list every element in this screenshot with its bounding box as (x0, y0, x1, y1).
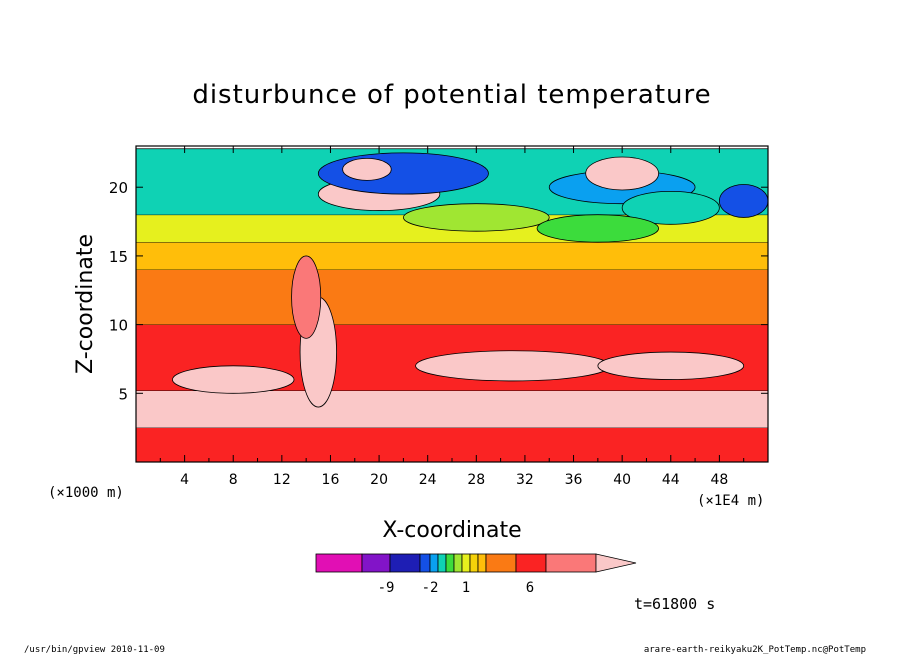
x-tick-label: 44 (662, 472, 680, 488)
field-feature-11 (718, 184, 768, 218)
field-feature-13 (342, 157, 392, 181)
x-tick-label: 48 (710, 472, 728, 488)
y-tick-label: 10 (109, 317, 128, 335)
field-feature-3 (597, 351, 745, 380)
plot-area (136, 148, 768, 462)
colorbar-extend-arrow (595, 553, 637, 573)
x-tick-label: 8 (229, 472, 238, 488)
x-tick-label: 4 (180, 472, 189, 488)
x-tick-label: 36 (565, 472, 583, 488)
colorbar-segment-6 (445, 553, 455, 573)
colorbar-segment-5 (437, 553, 447, 573)
colorbar-segment-3 (419, 553, 431, 573)
time-label: t=61800 s (634, 595, 715, 613)
colorbar-segment-12 (515, 553, 547, 573)
chart-title: disturbunce of potential temperature (192, 80, 711, 110)
colorbar-tick-labels: -9 -2 1 6 (378, 580, 535, 596)
colorbar-tick-label: -9 (378, 580, 395, 596)
field-bands (136, 148, 768, 462)
colorbar-segment-8 (461, 553, 471, 573)
colorbar-segment-7 (453, 553, 463, 573)
colorbar-segment-11 (485, 553, 517, 573)
x-tick-label: 16 (322, 472, 340, 488)
colorbar (315, 553, 637, 573)
x-tick-label: 20 (370, 472, 388, 488)
field-feature-9 (402, 203, 550, 232)
x-tick-label: 12 (273, 472, 291, 488)
colorbar-segment-2 (389, 553, 421, 573)
y-tick-label: 15 (109, 248, 128, 266)
x-unit-right: (×1E4 m) (697, 493, 764, 509)
x-tick-label: 24 (419, 472, 437, 488)
field-feature-1 (172, 365, 295, 394)
field-feature-5 (291, 255, 322, 339)
colorbar-tick-label: -2 (422, 580, 439, 596)
y-axis-label: Z-coordinate (73, 234, 98, 374)
footer-right: arare-earth-reikyaku2K_PotTemp.nc@PotTem… (644, 645, 866, 654)
field-feature-12 (585, 156, 660, 191)
colorbar-tick-label: 1 (462, 580, 470, 596)
y-tick-label: 5 (118, 385, 128, 403)
field-feature-10 (536, 214, 660, 243)
footer-left: /usr/bin/gpview 2010-11-09 (24, 645, 165, 654)
field-feature-2 (415, 350, 611, 382)
field-feature-8 (621, 190, 720, 225)
x-axis-label: X-coordinate (382, 518, 521, 543)
field-band-1 (136, 390, 768, 428)
field-features (172, 152, 768, 408)
field-band-3 (136, 269, 768, 325)
x-unit-left: (×1000 m) (48, 485, 124, 501)
x-tick-label: 40 (613, 472, 631, 488)
y-axis: 5 10 15 20 (109, 179, 768, 403)
x-axis: 4 8 12 16 20 24 28 32 36 40 44 48 (159, 146, 745, 488)
colorbar-segment-4 (429, 553, 439, 573)
x-tick-label: 28 (467, 472, 485, 488)
field-band-0 (136, 427, 768, 462)
colorbar-segment-13 (545, 553, 597, 573)
colorbar-segment-1 (361, 553, 391, 573)
colorbar-segment-0 (315, 553, 363, 573)
y-tick-label: 20 (109, 179, 128, 197)
field-band-4 (136, 242, 768, 270)
colorbar-segment-9 (469, 553, 479, 573)
colorbar-segment-10 (477, 553, 487, 573)
colorbar-tick-label: 6 (526, 580, 534, 596)
x-tick-label: 32 (516, 472, 534, 488)
